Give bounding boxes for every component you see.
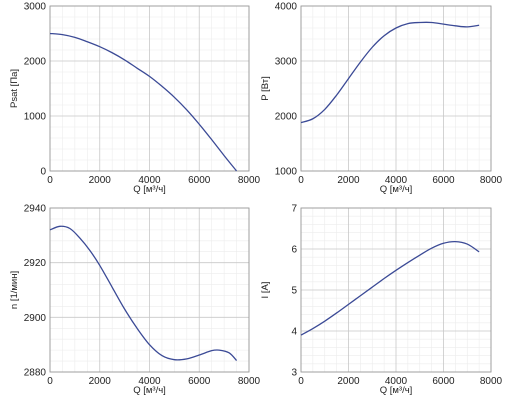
x-tick-label: 4000 bbox=[138, 376, 161, 387]
x-tick-label: 2000 bbox=[337, 376, 360, 387]
x-axis-label: Q [м³/ч] bbox=[380, 385, 413, 396]
x-tick-label: 0 bbox=[298, 376, 304, 387]
chart-panel-1: 0 2000 4000 6000 8000 0 1000 2000 3000 Q [м³/ч] Ps… bbox=[9, 2, 261, 196]
y-axis-label: P [Вт] bbox=[260, 76, 271, 100]
x-tick-label: 8000 bbox=[238, 175, 261, 186]
x-tick-label: 6000 bbox=[188, 175, 211, 186]
y-tick-label: 3000 bbox=[24, 2, 47, 13]
y-tick-label: 2940 bbox=[24, 204, 47, 215]
y-tick-label: 7 bbox=[291, 204, 297, 215]
x-tick-label: 6000 bbox=[432, 175, 455, 186]
chart-panel-4: 0 2000 4000 6000 8000 3 4 5 6 7 Q [м³/ч] I [A] bbox=[260, 204, 503, 397]
series-line-1 bbox=[49, 225, 238, 361]
y-tick-label: 4 bbox=[291, 327, 297, 338]
y-axis-label: n [1/мин] bbox=[9, 271, 20, 309]
y-tick-label: 2900 bbox=[24, 313, 47, 324]
x-tick-label: 2000 bbox=[337, 175, 360, 186]
y-tick-label: 1000 bbox=[24, 112, 47, 123]
y-tick-label: 2000 bbox=[275, 112, 298, 123]
x-tick-label: 2000 bbox=[89, 175, 112, 186]
y-tick-label: 5 bbox=[291, 286, 297, 297]
plot-frame bbox=[300, 207, 492, 373]
x-tick-label: 6000 bbox=[188, 376, 211, 387]
x-tick-label: 2000 bbox=[89, 376, 112, 387]
plot-frame bbox=[49, 5, 250, 172]
x-axis-label: Q [м³/ч] bbox=[380, 184, 413, 195]
x-tick-label: 4000 bbox=[138, 175, 161, 186]
plot-frame bbox=[49, 207, 250, 373]
series-line-1 bbox=[300, 240, 480, 336]
x-tick-label: 4000 bbox=[385, 376, 408, 387]
x-tick-label: 6000 bbox=[432, 376, 455, 387]
y-tick-label: 0 bbox=[40, 167, 46, 178]
x-tick-label: 4000 bbox=[385, 175, 408, 186]
y-axis-label: Psat [Па] bbox=[9, 69, 20, 108]
y-tick-label: 4000 bbox=[275, 2, 298, 13]
x-tick-label: 8000 bbox=[480, 175, 503, 186]
x-tick-label: 0 bbox=[47, 376, 53, 387]
x-tick-label: 8000 bbox=[480, 376, 503, 387]
series-line-1 bbox=[49, 32, 238, 172]
x-tick-label: 0 bbox=[298, 175, 304, 186]
x-axis-label: Q [м³/ч] bbox=[133, 385, 166, 396]
y-tick-label: 6 bbox=[291, 245, 297, 256]
y-tick-label: 2880 bbox=[24, 368, 47, 379]
x-axis-label: Q [м³/ч] bbox=[133, 184, 166, 195]
y-tick-label: 3 bbox=[291, 368, 297, 379]
x-tick-label: 0 bbox=[47, 175, 53, 186]
y-tick-label: 3000 bbox=[275, 57, 298, 68]
plot-frame bbox=[300, 5, 492, 172]
x-tick-label: 8000 bbox=[238, 376, 261, 387]
y-tick-label: 2000 bbox=[24, 57, 47, 68]
series-line-1 bbox=[300, 21, 480, 124]
y-tick-label: 2920 bbox=[24, 258, 47, 269]
y-axis-label: I [A] bbox=[260, 282, 271, 299]
y-tick-label: 1000 bbox=[275, 167, 298, 178]
chart-panel-3: 0 2000 4000 6000 8000 2880 2900 2920 2940 Q [м³/ч… bbox=[9, 204, 261, 397]
